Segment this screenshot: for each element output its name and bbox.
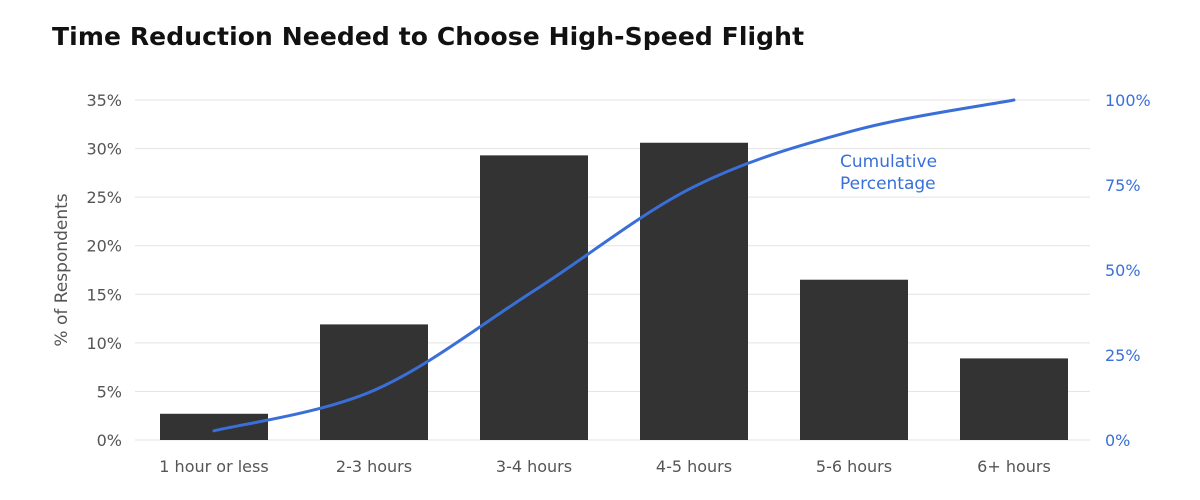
y-tick-label: 5% [97,382,122,401]
y-tick-label: 25% [86,188,122,207]
y-tick-label: 20% [86,237,122,256]
y2-tick-label: 100% [1105,91,1151,110]
y2-tick-label: 50% [1105,261,1141,280]
bar [800,279,908,440]
bar [960,358,1068,440]
y-tick-label: 15% [86,285,122,304]
y-tick-label: 30% [86,140,122,159]
x-tick-label: 3-4 hours [496,457,572,476]
bar [160,413,268,440]
bar [320,324,428,440]
cumulative-line [212,98,1016,433]
bar [640,142,748,440]
y-tick-label: 35% [86,91,122,110]
y2-tick-label: 25% [1105,346,1141,365]
x-tick-label: 4-5 hours [656,457,732,476]
y-tick-label: 0% [97,431,122,450]
y2-tick-label: 0% [1105,431,1130,450]
x-tick-label: 5-6 hours [816,457,892,476]
bar [480,155,588,440]
line-label: Cumulative [840,152,937,172]
y2-tick-label: 75% [1105,176,1141,195]
y-tick-label: 10% [86,334,122,353]
x-tick-label: 2-3 hours [336,457,412,476]
x-tick-label: 1 hour or less [159,457,268,476]
y-axis-label: % of Respondents [52,193,72,346]
line-label: Percentage [840,174,936,194]
chart-title: Time Reduction Needed to Choose High-Spe… [52,22,805,51]
x-tick-label: 6+ hours [977,457,1051,476]
